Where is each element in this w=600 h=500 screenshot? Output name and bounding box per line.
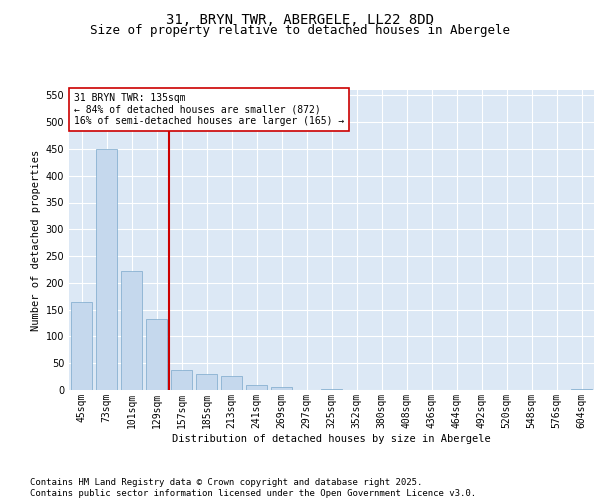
Bar (196, 374, 217, 390)
Bar (71, 302, 92, 390)
Bar (271, 388, 292, 390)
Y-axis label: Number of detached properties: Number of detached properties (31, 150, 41, 330)
Text: 31 BRYN TWR: 135sqm
← 84% of detached houses are smaller (872)
16% of semi-detac: 31 BRYN TWR: 135sqm ← 84% of detached ho… (74, 93, 344, 126)
Bar (246, 385, 267, 390)
Bar (571, 389, 592, 390)
Text: Contains HM Land Registry data © Crown copyright and database right 2025.
Contai: Contains HM Land Registry data © Crown c… (30, 478, 476, 498)
Bar (171, 370, 192, 390)
X-axis label: Distribution of detached houses by size in Abergele: Distribution of detached houses by size … (172, 434, 491, 444)
Bar (121, 271, 142, 390)
Bar (221, 376, 242, 390)
Bar (96, 149, 117, 390)
Text: 31, BRYN TWR, ABERGELE, LL22 8DD: 31, BRYN TWR, ABERGELE, LL22 8DD (166, 12, 434, 26)
Text: Size of property relative to detached houses in Abergele: Size of property relative to detached ho… (90, 24, 510, 37)
Bar (146, 319, 167, 390)
